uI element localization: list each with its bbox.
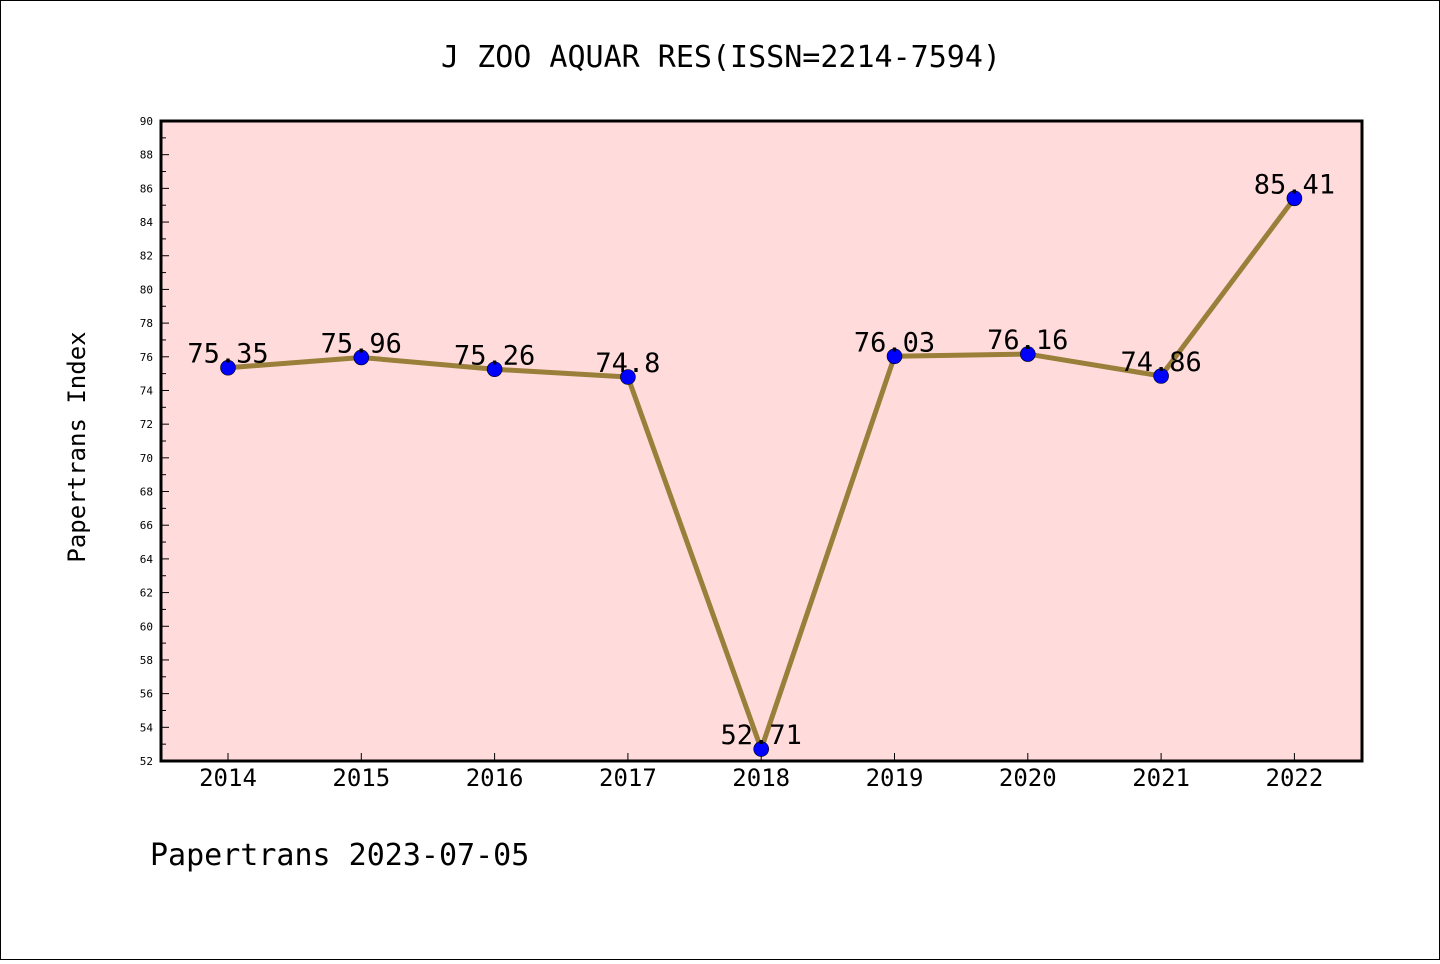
footer-text: Papertrans 2023-07-05: [150, 838, 529, 873]
x-tick-label: 2015: [332, 764, 390, 792]
x-tick-label: 2016: [466, 764, 524, 792]
data-point: [1153, 368, 1169, 384]
data-label: 75.35: [187, 339, 268, 370]
data-point: [1020, 346, 1036, 362]
x-tick-label: 2017: [599, 764, 657, 792]
y-tick-label: 56: [140, 688, 153, 701]
data-label: 74.8: [595, 348, 660, 379]
data-label: 76.16: [987, 325, 1068, 356]
data-label: 74.86: [1120, 347, 1201, 378]
plot-area: [159, 119, 1364, 763]
y-tick-label: 58: [140, 654, 153, 667]
y-axis-label: Papertrans Index: [63, 331, 91, 562]
y-tick-label: 82: [140, 250, 153, 263]
data-label-group: 75.35 75.96 75.26 74.8 52.71 76.03 76.16 74.86 8…: [187, 169, 1335, 751]
y-tick-label: 88: [140, 149, 153, 162]
y-tick-label: 78: [140, 317, 153, 330]
y-tick-label: 66: [140, 519, 153, 532]
y-axis: 52 54 56 58 60 62 64 66 68 70 72 74 76 78 80 82 84 86 88 90: [140, 115, 169, 768]
y-tick-label: 68: [140, 486, 153, 499]
x-axis: 2014 2015 2016 2017 2018 2019 2020 2021 2022: [199, 753, 1323, 792]
y-tick-label: 80: [140, 283, 153, 296]
data-point: [1286, 190, 1303, 207]
y-tick-label: 72: [140, 418, 153, 431]
data-label: 75.26: [454, 340, 535, 371]
x-tick-label: 2014: [199, 764, 257, 792]
x-tick-label: 2020: [999, 764, 1057, 792]
y-tick-label: 86: [140, 182, 153, 195]
y-tick-label: 54: [140, 721, 154, 734]
data-point: [620, 369, 636, 385]
y-tick-label: 70: [140, 452, 153, 465]
data-point: [486, 361, 503, 378]
y-tick-label: 74: [140, 384, 154, 397]
x-tick-label: 2018: [732, 764, 790, 792]
data-point: [753, 741, 770, 757]
y-tick-label: 64: [140, 553, 154, 566]
x-tick-label: 2021: [1132, 764, 1190, 792]
y-tick-label: 84: [140, 216, 154, 229]
x-tick-label: 2019: [866, 764, 924, 792]
y-tick-label: 62: [140, 587, 153, 600]
data-label: 75.96: [321, 328, 402, 359]
data-point: [220, 359, 236, 376]
data-point: [353, 349, 370, 366]
data-label: 52.71: [721, 720, 802, 751]
data-point: [886, 348, 903, 365]
chart-title: J ZOO AQUAR RES(ISSN=2214-7594): [441, 40, 1001, 75]
y-tick-label: 60: [140, 620, 153, 633]
data-label: 85.41: [1254, 169, 1335, 200]
data-label: 76.03: [854, 327, 935, 358]
x-tick-label: 2022: [1266, 764, 1324, 792]
y-tick-label: 52: [140, 755, 153, 768]
y-tick-label: 76: [140, 351, 153, 364]
series-group: [220, 190, 1303, 757]
y-tick-label: 90: [140, 115, 153, 128]
